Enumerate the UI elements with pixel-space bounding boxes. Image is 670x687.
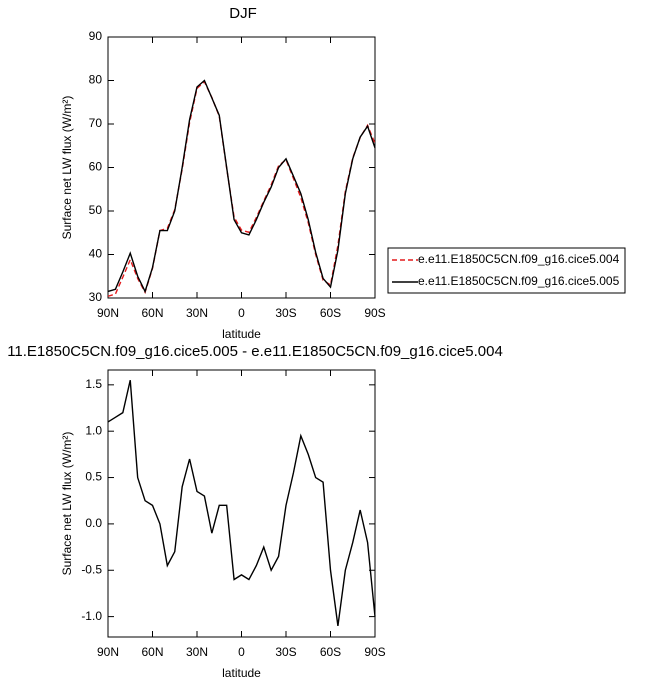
plot-frame [107, 369, 376, 638]
x-axis-label: latitude [222, 666, 261, 680]
y-tick-label: 60 [89, 160, 103, 174]
y-axis-label: Surface net LW flux (W/m²) [60, 96, 74, 240]
x-tick-label: 60N [141, 645, 163, 659]
x-tick-label: 0 [238, 645, 245, 659]
y-tick-label: 0.5 [85, 470, 102, 484]
x-tick-label: 90N [97, 306, 119, 320]
y-axis-label: Surface net LW flux (W/m²) [60, 432, 74, 576]
y-tick-label: -1.0 [81, 609, 102, 623]
y-tick-label: 40 [89, 247, 103, 261]
chart-title: DJF [229, 5, 257, 22]
x-tick-label: 30S [275, 645, 296, 659]
y-tick-label: 70 [89, 116, 103, 130]
x-tick-label: 30N [186, 306, 208, 320]
y-tick-label: -0.5 [81, 562, 102, 576]
chart-title: 11.E1850C5CN.f09_g16.cice5.005 - e.e11.E… [7, 343, 503, 360]
x-tick-label: 30S [275, 306, 296, 320]
plot-frame [107, 36, 376, 299]
x-tick-label: 60S [320, 306, 341, 320]
x-tick-label: 90S [364, 645, 385, 659]
y-tick-label: 80 [89, 73, 103, 87]
data-line [107, 79, 376, 294]
y-tick-label: 50 [89, 203, 103, 217]
x-tick-label: 90N [97, 645, 119, 659]
y-tick-label: 1.5 [85, 377, 102, 391]
legend-box [387, 247, 626, 294]
x-tick-label: 0 [238, 306, 245, 320]
legend-label: e.e11.E1850C5CN.f09_g16.cice5.004 [418, 252, 620, 266]
x-tick-label: 30N [186, 645, 208, 659]
y-tick-label: 30 [89, 290, 103, 304]
y-tick-label: 1.0 [85, 423, 102, 437]
x-tick-label: 90S [364, 306, 385, 320]
x-axis-label: latitude [222, 327, 261, 341]
x-tick-label: 60S [320, 645, 341, 659]
data-line [107, 380, 376, 626]
legend-label: e.e11.E1850C5CN.f09_g16.cice5.005 [418, 274, 620, 288]
y-tick-label: 0.0 [85, 516, 102, 530]
y-tick-label: 90 [89, 29, 103, 43]
x-tick-label: 60N [141, 306, 163, 320]
